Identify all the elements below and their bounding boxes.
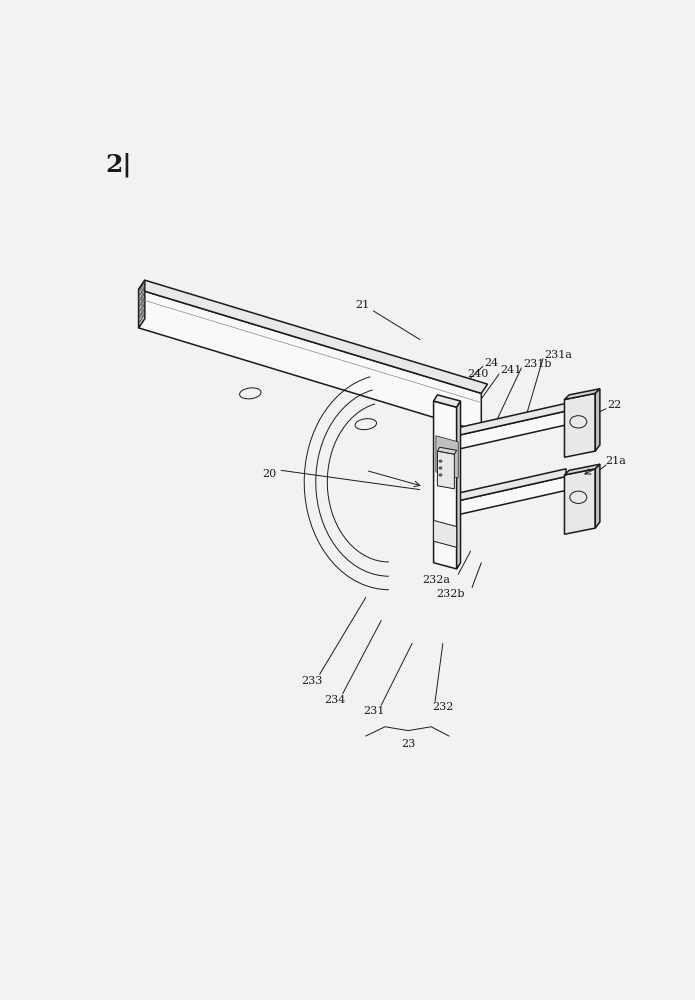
Text: 232b: 232b: [436, 589, 464, 599]
Ellipse shape: [439, 460, 442, 462]
Ellipse shape: [439, 467, 442, 469]
Polygon shape: [434, 401, 457, 569]
Polygon shape: [139, 280, 487, 393]
Polygon shape: [564, 389, 600, 400]
Polygon shape: [437, 451, 455, 489]
Polygon shape: [457, 401, 461, 569]
Text: 231a: 231a: [544, 350, 573, 360]
Text: 21: 21: [355, 300, 369, 310]
Polygon shape: [596, 464, 600, 528]
Text: 232: 232: [432, 702, 454, 712]
Polygon shape: [471, 424, 484, 437]
Polygon shape: [139, 280, 145, 328]
Text: 232a: 232a: [423, 575, 450, 585]
Text: 241: 241: [500, 365, 522, 375]
Text: 234: 234: [325, 695, 345, 705]
Text: 233: 233: [301, 676, 322, 686]
Text: 23: 23: [401, 739, 416, 749]
Polygon shape: [436, 436, 458, 478]
Polygon shape: [457, 403, 566, 436]
Text: 22: 22: [607, 400, 621, 410]
Text: 231: 231: [363, 706, 384, 716]
Polygon shape: [434, 520, 457, 547]
Polygon shape: [564, 464, 600, 475]
Text: 231b: 231b: [523, 359, 551, 369]
Polygon shape: [564, 393, 596, 457]
Polygon shape: [139, 289, 482, 432]
Text: 2|: 2|: [106, 152, 132, 177]
Text: 24: 24: [484, 358, 498, 368]
Text: 20: 20: [263, 469, 277, 479]
Polygon shape: [564, 469, 596, 534]
Ellipse shape: [439, 474, 442, 476]
Polygon shape: [437, 447, 457, 454]
Polygon shape: [596, 389, 600, 451]
Text: 21a: 21a: [605, 456, 626, 466]
Polygon shape: [457, 477, 566, 515]
Polygon shape: [457, 469, 566, 501]
Polygon shape: [457, 411, 566, 450]
Text: 240: 240: [468, 369, 489, 379]
Polygon shape: [434, 395, 461, 407]
